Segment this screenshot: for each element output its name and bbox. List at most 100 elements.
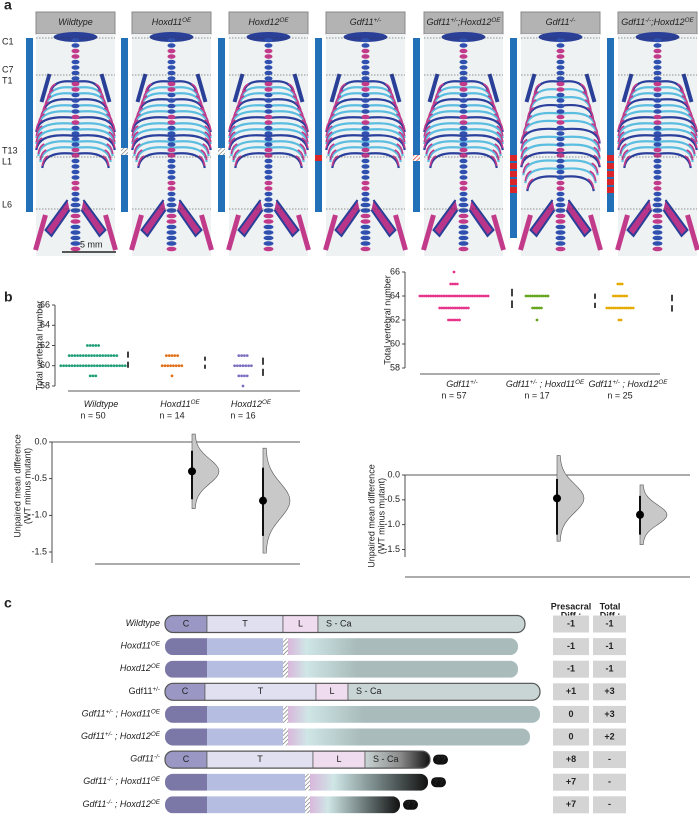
dot — [87, 354, 91, 358]
dot — [524, 294, 528, 298]
superscript: +/- — [470, 379, 478, 386]
region — [283, 660, 288, 678]
vertebra — [459, 158, 468, 164]
label: Wildtype — [126, 618, 160, 628]
dot — [537, 306, 541, 310]
vertebra — [556, 92, 565, 98]
y-tick-label: 60 — [40, 360, 50, 370]
rib-tip — [133, 143, 141, 155]
vertebra — [459, 54, 468, 59]
skeleton — [129, 32, 214, 252]
dot — [482, 294, 486, 298]
text: Gdf11 — [83, 777, 107, 787]
text: ;Hoxd12 — [458, 17, 492, 27]
dot — [104, 354, 107, 358]
vertebra — [556, 147, 565, 153]
rib-tip — [35, 131, 43, 143]
vertebra — [459, 81, 468, 87]
region — [288, 728, 530, 746]
dot — [237, 374, 241, 378]
vertebra — [167, 59, 176, 65]
axial-formula — [165, 660, 518, 678]
skull — [441, 32, 486, 42]
dot — [449, 282, 453, 286]
text: ; Hoxd11 — [113, 709, 151, 719]
rib-tip — [394, 149, 402, 161]
text: Hoxd12 — [231, 399, 262, 409]
rib-tip — [204, 125, 212, 137]
region — [288, 638, 518, 656]
dot — [112, 364, 116, 368]
vertebra — [167, 37, 176, 43]
presacral-diff: +8 — [566, 754, 576, 764]
scapula — [329, 73, 402, 103]
dot — [101, 364, 105, 368]
vertebra — [458, 224, 469, 230]
vertebra — [361, 103, 370, 109]
vertebra — [70, 224, 81, 230]
text: Gdf11 — [546, 17, 570, 27]
rib-tip — [591, 162, 599, 174]
rib-tip — [690, 119, 698, 131]
dot — [444, 306, 448, 310]
pelvis — [432, 199, 495, 238]
dot — [442, 306, 446, 310]
rib-tip — [131, 131, 139, 143]
dot — [91, 374, 95, 378]
column-header: Presacral — [551, 601, 592, 611]
cell — [553, 773, 589, 791]
n-label: n = 57 — [441, 390, 466, 400]
vertebra — [71, 142, 80, 147]
text: Hoxd11 — [160, 399, 190, 409]
region-mutant — [607, 155, 614, 161]
region — [165, 705, 207, 723]
n-label: n = 16 — [230, 410, 255, 420]
vertebra — [652, 219, 663, 224]
text: ; Hoxd12 — [112, 799, 151, 809]
vertebra — [555, 241, 566, 246]
region-hatch — [121, 148, 128, 155]
dot — [70, 364, 74, 368]
dot — [236, 364, 239, 368]
outline — [164, 750, 431, 769]
vertebra — [264, 54, 273, 59]
dot — [422, 294, 426, 298]
text: Hoxd12 — [120, 664, 151, 674]
rib-tip — [617, 125, 625, 137]
vertebra — [653, 109, 662, 114]
label: Gdf11+/- — [350, 17, 381, 28]
column-header: Diff.: — [561, 610, 582, 620]
vertebra — [361, 136, 370, 142]
dot — [533, 306, 537, 310]
superscript: OE — [658, 379, 668, 386]
skeleton — [323, 32, 408, 252]
region-label: T — [258, 686, 264, 696]
vertebra — [361, 37, 370, 43]
superscript: OE — [151, 708, 161, 715]
axial-formula: C T L S - Ca — [165, 683, 540, 701]
vertebra — [71, 43, 80, 48]
rib-tip — [204, 137, 212, 149]
region — [283, 638, 288, 656]
y-tick-label: 58 — [390, 362, 400, 372]
vertebra — [264, 120, 273, 125]
dot — [90, 354, 93, 358]
rib-tip — [329, 149, 337, 161]
vertebra — [458, 235, 469, 241]
dot — [449, 294, 453, 298]
rib-tip — [232, 149, 240, 161]
dot — [429, 294, 433, 298]
pelvis — [44, 199, 107, 238]
vertebra — [264, 158, 273, 164]
vertebra — [167, 125, 176, 131]
region-label: L — [336, 754, 341, 764]
vertebra — [71, 125, 80, 131]
vertebra — [264, 114, 273, 120]
pelvis — [334, 199, 397, 238]
y-tick-label: -1.0 — [384, 519, 400, 529]
rib-tip — [529, 99, 537, 110]
dot — [170, 374, 174, 378]
vertebra — [360, 230, 371, 235]
dot — [471, 294, 475, 298]
rib-tip — [531, 91, 539, 103]
